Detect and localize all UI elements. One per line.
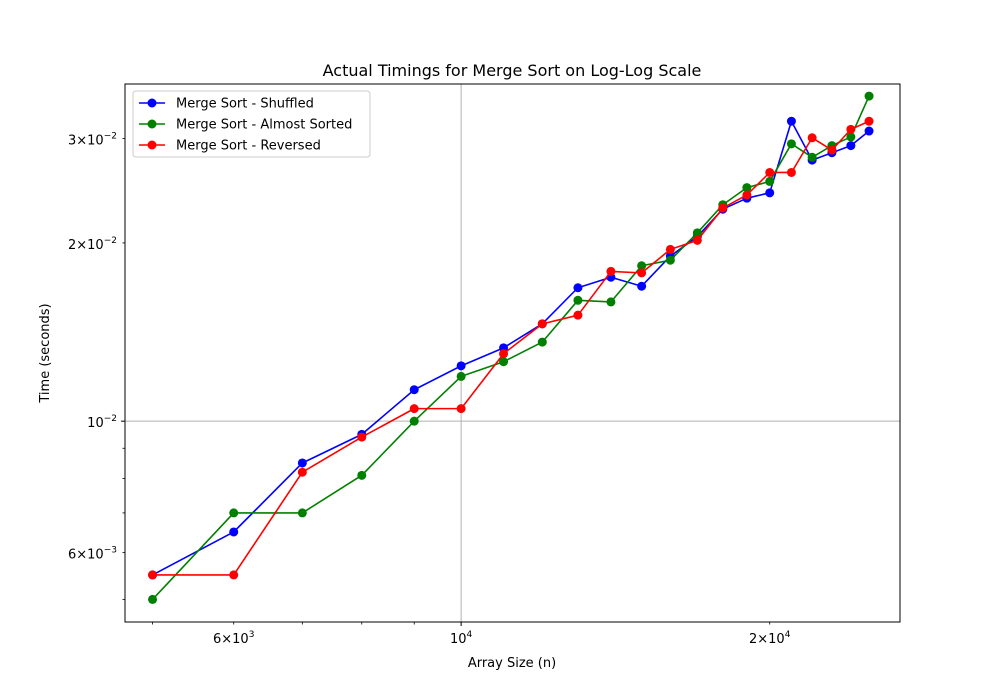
data-point: [637, 268, 647, 278]
x-tick-label: 6×103: [213, 630, 254, 647]
legend-swatch-marker: [147, 98, 157, 108]
data-point: [692, 235, 702, 245]
data-point: [718, 203, 728, 213]
y-tick-label: 10−2: [87, 414, 117, 431]
data-point: [807, 152, 817, 162]
data-point: [765, 188, 775, 198]
data-point: [229, 570, 239, 580]
y-tick-label: 6×10−3: [68, 546, 117, 563]
data-point: [606, 266, 616, 276]
data-point: [765, 176, 775, 186]
x-tick-label: 2×104: [749, 630, 791, 647]
y-tick-label: 3×10−2: [68, 132, 117, 149]
plot-area-frame: [124, 83, 901, 623]
data-point: [606, 297, 616, 307]
data-point: [499, 349, 509, 359]
data-point: [665, 244, 675, 254]
data-point: [573, 310, 583, 320]
data-point: [786, 167, 796, 177]
data-point: [537, 319, 547, 329]
axis-ticks: 6×103 104 2×104 6×10−3 10−2 2×10−2 3×10−2: [68, 132, 791, 647]
data-point: [864, 126, 874, 136]
legend: Merge Sort - Shuffled Merge Sort - Almost…: [132, 90, 371, 158]
grid-layer: [125, 84, 900, 622]
data-point: [148, 594, 158, 604]
data-point: [846, 132, 856, 142]
y-axis-label: Time (seconds): [38, 303, 53, 403]
x-axis-label: Array Size (n): [468, 656, 556, 671]
data-point: [297, 508, 307, 518]
data-point: [786, 116, 796, 126]
data-point: [456, 371, 466, 381]
data-point: [229, 508, 239, 518]
data-point: [297, 467, 307, 477]
data-point: [742, 183, 752, 193]
data-point: [499, 357, 509, 367]
data-point: [846, 124, 856, 134]
legend-items: Merge Sort - Shuffled Merge Sort - Almost…: [139, 97, 352, 154]
data-point: [637, 281, 647, 291]
legend-label: Merge Sort - Reversed: [176, 139, 321, 154]
data-point: [357, 432, 367, 442]
data-point: [827, 145, 837, 155]
data-point: [742, 190, 752, 200]
data-point: [297, 458, 307, 468]
data-point: [573, 295, 583, 305]
data-point: [456, 361, 466, 371]
data-point: [229, 527, 239, 537]
data-point: [786, 139, 796, 149]
series-layer: [148, 91, 874, 604]
data-point: [807, 133, 817, 143]
data-point: [637, 261, 647, 271]
data-point: [409, 404, 419, 414]
chart-title: Actual Timings for Merge Sort on Log-Log…: [323, 61, 702, 80]
data-point: [864, 91, 874, 101]
legend-label: Merge Sort - Shuffled: [176, 97, 314, 112]
data-point: [148, 570, 158, 580]
data-point: [692, 228, 702, 238]
x-tick-label: 104: [450, 630, 473, 647]
series-2: [148, 91, 874, 604]
data-point: [765, 167, 775, 177]
data-point: [573, 283, 583, 293]
data-point: [537, 337, 547, 347]
data-point: [846, 141, 856, 151]
legend-swatch-marker: [147, 119, 157, 129]
legend-box: [132, 90, 371, 158]
data-point: [665, 255, 675, 265]
legend-swatch-marker: [147, 140, 157, 150]
data-point: [864, 116, 874, 126]
data-point: [456, 404, 466, 414]
data-point: [409, 416, 419, 426]
series-3: [148, 116, 874, 580]
y-tick-label: 2×10−2: [68, 236, 117, 253]
data-point: [357, 470, 367, 480]
legend-label: Merge Sort - Almost Sorted: [176, 118, 352, 133]
data-point: [409, 385, 419, 395]
